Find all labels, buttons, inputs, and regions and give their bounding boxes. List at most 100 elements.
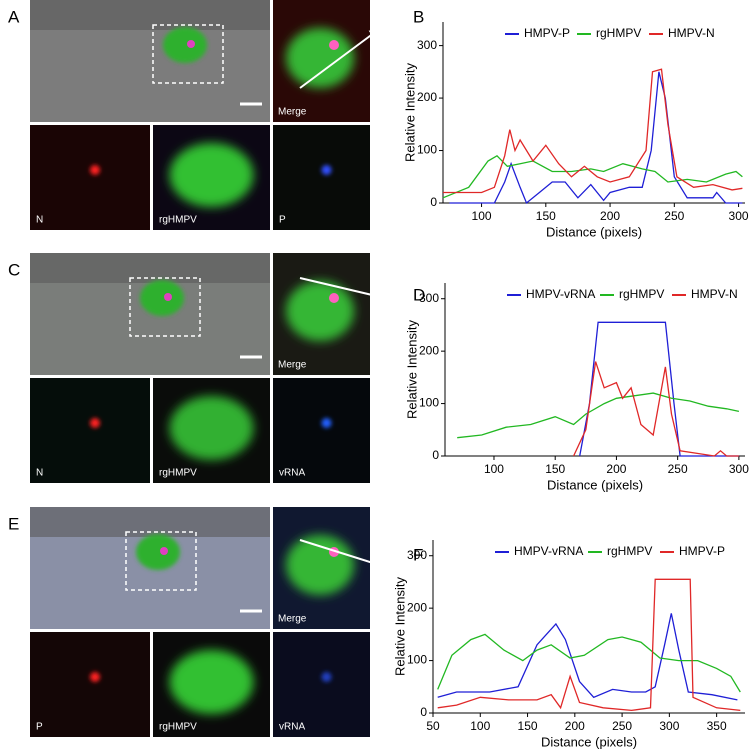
profile-arrow bbox=[299, 539, 394, 572]
y-tick-label: 300 bbox=[417, 38, 437, 52]
channel-image bbox=[30, 378, 150, 483]
legend-label: HMPV-P bbox=[524, 26, 570, 40]
channel-image bbox=[30, 125, 150, 230]
channel-label: rgHMPV bbox=[159, 722, 197, 733]
x-tick-label: 300 bbox=[729, 209, 749, 223]
channel-image bbox=[273, 632, 370, 737]
data-line bbox=[573, 361, 739, 457]
merge-spot bbox=[329, 40, 339, 50]
channel-cell bbox=[169, 143, 254, 207]
y-tick-label: 0 bbox=[430, 195, 437, 209]
tissue-band bbox=[30, 0, 270, 30]
data-line bbox=[442, 154, 743, 199]
merge-spot bbox=[329, 293, 339, 303]
panel-label: C bbox=[8, 260, 20, 279]
x-tick-label: 200 bbox=[565, 719, 585, 733]
channel-cell bbox=[169, 396, 254, 460]
x-tick-label: 200 bbox=[606, 462, 626, 476]
zoom-box bbox=[129, 277, 201, 337]
panel-label: B bbox=[413, 7, 424, 26]
legend-label: HMPV-N bbox=[668, 26, 715, 40]
x-tick-label: 250 bbox=[612, 719, 632, 733]
x-tick-label: 100 bbox=[484, 462, 504, 476]
y-tick-label: 100 bbox=[407, 653, 427, 667]
data-line bbox=[437, 578, 741, 712]
x-tick-label: 150 bbox=[518, 719, 538, 733]
legend-label: rgHMPV bbox=[619, 287, 664, 301]
profile-arrow bbox=[299, 28, 380, 89]
nucleus bbox=[160, 547, 168, 555]
channel-label: N bbox=[36, 215, 43, 226]
y-tick-label: 300 bbox=[407, 548, 427, 562]
cell bbox=[140, 280, 184, 316]
x-tick-label: 250 bbox=[668, 462, 688, 476]
channel-spot bbox=[90, 165, 100, 175]
legend-label: rgHMPV bbox=[596, 26, 641, 40]
channel-spot bbox=[90, 418, 100, 428]
nucleus bbox=[187, 40, 195, 48]
profile-arrow bbox=[299, 277, 387, 302]
legend-label: HMPV-vRNA bbox=[514, 544, 583, 558]
y-axis-label: Relative Intensity bbox=[402, 63, 417, 162]
y-axis-label: Relative Intensity bbox=[392, 577, 407, 676]
y-tick-label: 200 bbox=[407, 600, 427, 614]
legend-label: HMPV-vRNA bbox=[526, 287, 595, 301]
channel-label: rgHMPV bbox=[159, 468, 197, 479]
data-line bbox=[457, 392, 740, 439]
panel-label: E bbox=[8, 514, 19, 533]
x-tick-label: 200 bbox=[600, 209, 620, 223]
channel-spot bbox=[321, 165, 332, 175]
y-tick-label: 100 bbox=[419, 396, 439, 410]
x-axis-label: Distance (pixels) bbox=[541, 734, 637, 749]
y-axis-label: Relative Intensity bbox=[404, 320, 419, 419]
channel-label: vRNA bbox=[279, 468, 305, 479]
data-line bbox=[449, 71, 743, 205]
channel-image bbox=[273, 125, 370, 230]
channel-label: N bbox=[36, 468, 43, 479]
channel-spot bbox=[90, 672, 100, 682]
nucleus bbox=[164, 293, 172, 301]
data-line bbox=[437, 613, 738, 701]
channel-label: rgHMPV bbox=[159, 215, 197, 226]
channel-image bbox=[30, 632, 150, 737]
y-tick-label: 200 bbox=[417, 90, 437, 104]
channel-label: P bbox=[36, 722, 43, 733]
legend-label: HMPV-P bbox=[679, 544, 725, 558]
merge-cell bbox=[286, 535, 354, 595]
merge-label: Merge bbox=[278, 107, 307, 118]
x-axis-label: Distance (pixels) bbox=[547, 477, 643, 492]
tissue-band bbox=[30, 253, 270, 283]
y-tick-label: 300 bbox=[419, 291, 439, 305]
legend-label: HMPV-N bbox=[691, 287, 738, 301]
channel-image bbox=[273, 378, 370, 483]
x-tick-label: 150 bbox=[536, 209, 556, 223]
panel-label: F bbox=[413, 545, 423, 564]
data-line bbox=[443, 68, 743, 194]
panel-label: D bbox=[413, 285, 425, 304]
channel-label: vRNA bbox=[279, 722, 305, 733]
channel-spot bbox=[321, 418, 332, 428]
merge-cell bbox=[286, 281, 354, 341]
channel-label: P bbox=[279, 215, 286, 226]
cell bbox=[163, 27, 207, 63]
x-tick-label: 50 bbox=[426, 719, 440, 733]
cell bbox=[136, 534, 180, 570]
legend-label: rgHMPV bbox=[607, 544, 652, 558]
x-tick-label: 350 bbox=[707, 719, 727, 733]
data-line bbox=[579, 321, 739, 457]
merge-label: Merge bbox=[278, 614, 307, 625]
x-tick-label: 300 bbox=[729, 462, 749, 476]
data-line bbox=[437, 633, 741, 693]
y-tick-label: 0 bbox=[420, 705, 427, 719]
x-axis-label: Distance (pixels) bbox=[546, 224, 642, 239]
zoom-box bbox=[152, 24, 224, 84]
y-tick-label: 0 bbox=[432, 448, 439, 462]
x-tick-label: 100 bbox=[472, 209, 492, 223]
channel-spot bbox=[321, 672, 332, 682]
y-tick-label: 200 bbox=[419, 343, 439, 357]
panel-label: A bbox=[8, 7, 20, 26]
x-tick-label: 250 bbox=[664, 209, 684, 223]
y-tick-label: 100 bbox=[417, 143, 437, 157]
x-tick-label: 150 bbox=[545, 462, 565, 476]
